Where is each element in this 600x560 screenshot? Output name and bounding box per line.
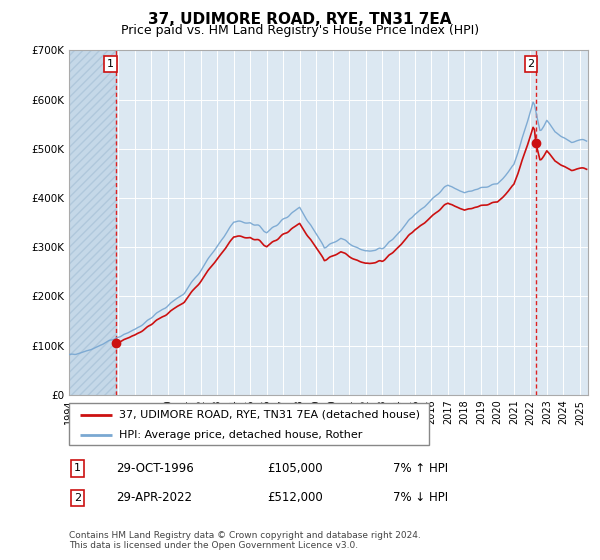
Text: 37, UDIMORE ROAD, RYE, TN31 7EA (detached house): 37, UDIMORE ROAD, RYE, TN31 7EA (detache… <box>119 410 421 420</box>
Text: £512,000: £512,000 <box>268 491 323 505</box>
Text: £105,000: £105,000 <box>268 462 323 475</box>
Text: 1: 1 <box>107 59 114 69</box>
Text: 29-OCT-1996: 29-OCT-1996 <box>116 462 194 475</box>
Text: 29-APR-2022: 29-APR-2022 <box>116 491 192 505</box>
Text: Contains HM Land Registry data © Crown copyright and database right 2024.
This d: Contains HM Land Registry data © Crown c… <box>69 530 421 550</box>
Text: 7% ↓ HPI: 7% ↓ HPI <box>392 491 448 505</box>
Text: 2: 2 <box>527 59 535 69</box>
Text: 1: 1 <box>74 464 81 473</box>
Text: 2: 2 <box>74 493 82 503</box>
Text: HPI: Average price, detached house, Rother: HPI: Average price, detached house, Roth… <box>119 430 363 440</box>
Text: 7% ↑ HPI: 7% ↑ HPI <box>392 462 448 475</box>
Text: Price paid vs. HM Land Registry's House Price Index (HPI): Price paid vs. HM Land Registry's House … <box>121 24 479 37</box>
Bar <box>69 50 116 395</box>
Text: 37, UDIMORE ROAD, RYE, TN31 7EA: 37, UDIMORE ROAD, RYE, TN31 7EA <box>148 12 452 27</box>
